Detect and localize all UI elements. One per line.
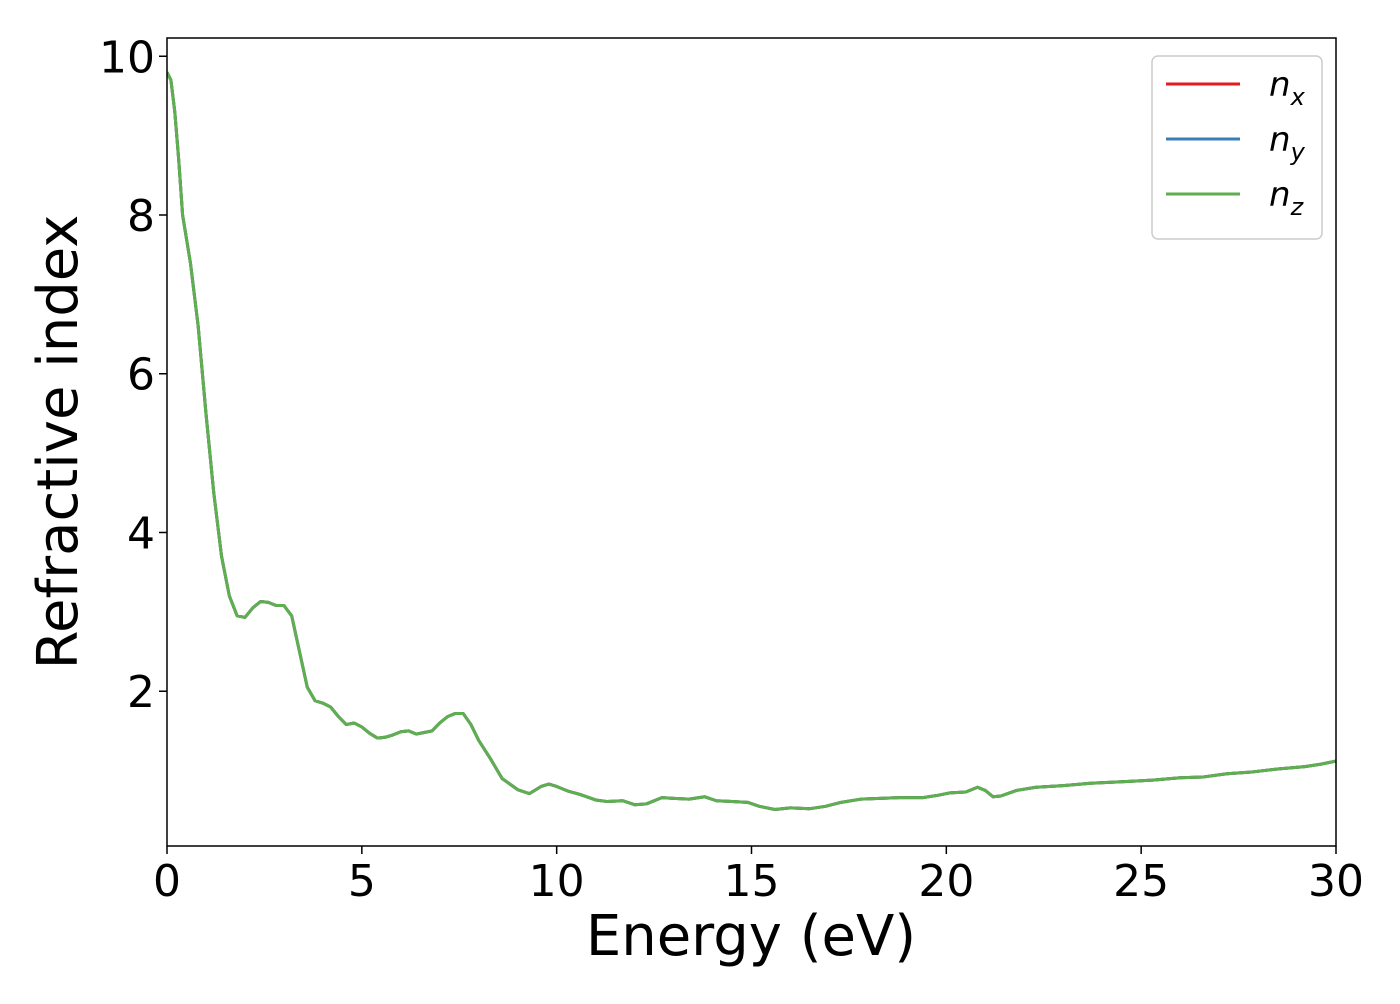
x-tick-label: 30 xyxy=(1308,856,1364,907)
legend-label: nx xyxy=(1269,65,1306,111)
x-tick-label: 25 xyxy=(1113,856,1169,907)
y-tick-label: 8 xyxy=(127,191,155,242)
legend-label: nz xyxy=(1269,175,1305,221)
plot-frame xyxy=(166,37,1337,847)
x-tick-label: 10 xyxy=(529,856,585,907)
y-tick-label: 10 xyxy=(99,32,155,83)
x-tick-label: 0 xyxy=(153,856,181,907)
legend-label: ny xyxy=(1269,120,1306,166)
x-tick-label: 15 xyxy=(724,856,780,907)
y-tick-label: 6 xyxy=(127,350,155,401)
x-axis-label: Energy (eV) xyxy=(586,904,916,969)
line-series xyxy=(167,71,1336,811)
y-tick-label: 2 xyxy=(127,667,155,718)
y-tick-label: 4 xyxy=(127,508,155,559)
y-axis-label: Refractive index xyxy=(26,215,91,670)
x-tick-label: 20 xyxy=(918,856,974,907)
x-tick-label: 5 xyxy=(348,856,376,907)
